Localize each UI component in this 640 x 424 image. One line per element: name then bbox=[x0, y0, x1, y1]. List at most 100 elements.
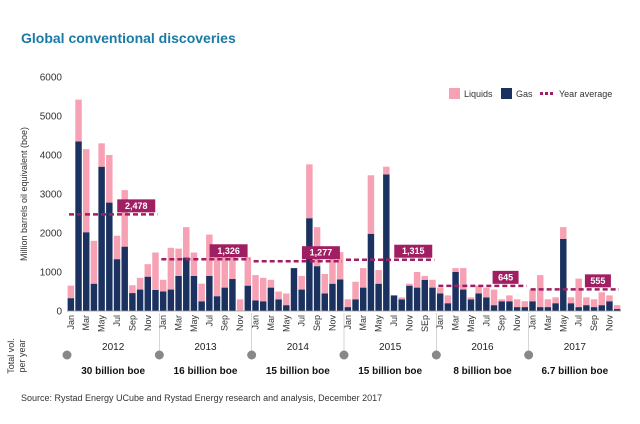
bar-liquids bbox=[460, 268, 467, 290]
bar-gas bbox=[498, 301, 505, 311]
x-tick-label: May bbox=[558, 315, 568, 333]
bar-liquids bbox=[598, 292, 605, 306]
bar-liquids bbox=[198, 283, 205, 302]
bar-liquids bbox=[475, 285, 482, 294]
x-tick-label: Jul bbox=[297, 315, 307, 327]
bar-liquids bbox=[236, 299, 244, 311]
x-axis: Jan Mar May Jul Sep Nov Jan Mar May Jul Sep Nov Jan M… bbox=[66, 313, 614, 353]
bar-liquids bbox=[513, 299, 521, 308]
x-tick-label: Jul bbox=[204, 315, 214, 327]
bar-liquids bbox=[298, 275, 305, 290]
x-tick-label: May bbox=[189, 315, 199, 333]
bar-gas bbox=[552, 303, 559, 311]
legend-average-label: Year average bbox=[559, 89, 612, 99]
bar-gas bbox=[344, 307, 352, 311]
year-average-label: 1,326 bbox=[217, 246, 240, 256]
year-marker-dot bbox=[247, 350, 257, 360]
legend-gas-label: Gas bbox=[516, 89, 533, 99]
bar-gas bbox=[398, 299, 405, 311]
bar-liquids bbox=[67, 285, 75, 299]
bar-gas bbox=[567, 303, 575, 311]
x-tick-label: SEp bbox=[420, 315, 430, 332]
bar-gas bbox=[306, 218, 313, 311]
bar-liquids bbox=[113, 235, 121, 260]
legend-gas-swatch bbox=[501, 88, 512, 99]
x-tick-label: Nov bbox=[235, 315, 245, 332]
x-tick-label: Nov bbox=[327, 315, 337, 332]
year-label: 2015 bbox=[379, 342, 402, 353]
bar-liquids bbox=[529, 289, 536, 302]
bar-liquids bbox=[75, 99, 82, 142]
bar-gas bbox=[252, 300, 259, 311]
legend-liquids-label: Liquids bbox=[464, 89, 493, 99]
bar-gas bbox=[183, 257, 190, 311]
bar-liquids bbox=[306, 164, 313, 219]
legend: Liquids Gas Year average bbox=[449, 88, 612, 99]
bar-gas bbox=[513, 307, 521, 311]
bar-liquids bbox=[560, 227, 567, 239]
bar-gas bbox=[352, 299, 359, 311]
bar-gas bbox=[290, 268, 298, 311]
bar-liquids bbox=[329, 252, 336, 284]
bar-liquids bbox=[536, 275, 544, 308]
bar-gas bbox=[129, 293, 136, 311]
bar-gas bbox=[136, 289, 144, 311]
x-tick-label: Jan bbox=[66, 315, 76, 330]
bar-gas bbox=[521, 307, 529, 311]
bar-gas bbox=[313, 266, 321, 311]
bar-liquids bbox=[175, 248, 182, 276]
year-average-badge bbox=[301, 246, 340, 260]
bar-gas bbox=[259, 301, 267, 311]
bar-gas bbox=[106, 202, 113, 311]
bar-gas bbox=[436, 293, 444, 311]
bar-liquids bbox=[421, 275, 429, 280]
bar-gas bbox=[75, 141, 82, 311]
bar-liquids bbox=[544, 299, 552, 308]
bar-liquids bbox=[567, 297, 575, 304]
y-axis: 0 1000 2000 3000 4000 5000 6000 Million barrels… bbox=[19, 73, 62, 318]
bar-liquids bbox=[398, 297, 405, 300]
bar-gas bbox=[159, 291, 167, 311]
bar-liquids bbox=[129, 285, 136, 294]
x-tick-label: Jul bbox=[481, 315, 491, 327]
bar-liquids bbox=[321, 273, 328, 294]
bar-liquids bbox=[613, 305, 621, 310]
y-axis-label: Million barrels oil equivalent (boe) bbox=[19, 127, 29, 261]
bar-gas bbox=[506, 301, 513, 311]
year-average-label: 1,277 bbox=[310, 248, 333, 258]
year-average-label: 645 bbox=[498, 272, 513, 282]
bar-liquids bbox=[244, 257, 252, 286]
year-average-label: 2,478 bbox=[125, 201, 148, 211]
bar-liquids bbox=[452, 268, 459, 272]
bar-liquids bbox=[90, 240, 98, 284]
bar-liquids bbox=[121, 190, 128, 247]
bar-gas bbox=[483, 297, 490, 311]
year-label: 2016 bbox=[471, 342, 494, 353]
bar-gas bbox=[167, 289, 175, 311]
x-tick-label: Jan bbox=[251, 315, 261, 330]
bar-gas bbox=[113, 259, 121, 311]
x-tick-label: Sep bbox=[220, 315, 230, 331]
year-label: 2012 bbox=[102, 342, 125, 353]
bar-liquids bbox=[583, 297, 590, 306]
bar-gas bbox=[583, 305, 590, 311]
bar-gas bbox=[460, 289, 467, 311]
bar-gas bbox=[413, 287, 421, 311]
bar-gas bbox=[467, 299, 475, 311]
x-tick-label: Sep bbox=[127, 315, 137, 331]
bar-gas bbox=[298, 289, 305, 311]
x-tick-label: Nov bbox=[404, 315, 414, 332]
bar-gas bbox=[275, 299, 282, 311]
year-average-badge bbox=[394, 244, 433, 258]
x-tick-label: Jul bbox=[112, 315, 122, 327]
bar-gas bbox=[375, 283, 382, 311]
bar-gas bbox=[190, 275, 198, 311]
bar-liquids bbox=[167, 247, 175, 290]
x-tick-label: May bbox=[281, 315, 291, 333]
bar-gas bbox=[529, 301, 536, 311]
year-averages: 2,478 1,326 1,277 1,315 645 555 bbox=[69, 199, 619, 291]
year-label: 2014 bbox=[287, 342, 310, 353]
bar-liquids bbox=[498, 299, 505, 302]
bar-gas bbox=[83, 232, 90, 311]
